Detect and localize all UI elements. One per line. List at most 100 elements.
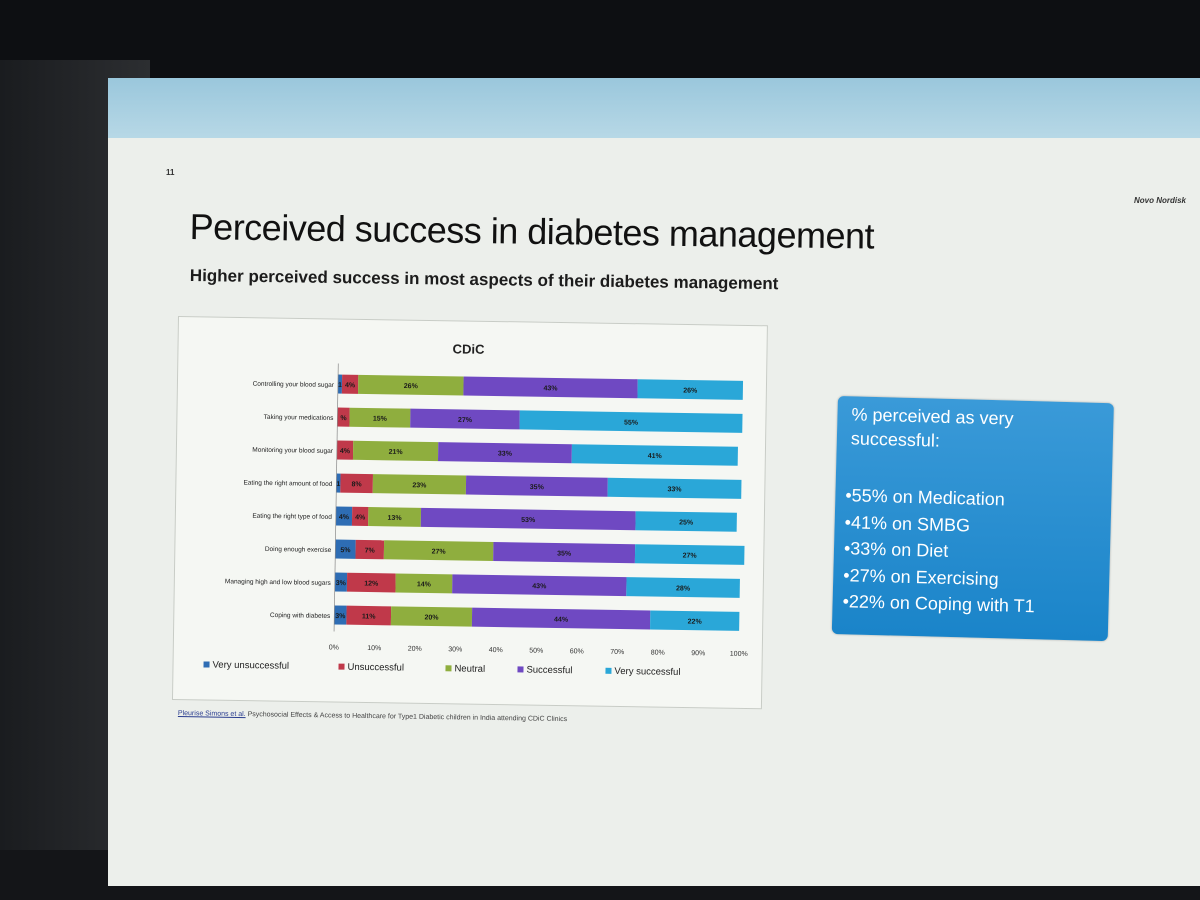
bar-segment (438, 442, 572, 464)
data-label: % (340, 415, 347, 422)
data-label: 26% (404, 383, 419, 390)
data-label: 3% (336, 580, 347, 587)
data-label: 11% (362, 613, 377, 620)
data-label: 23% (412, 482, 427, 489)
y-axis-line (333, 363, 339, 632)
data-label: 27% (458, 417, 473, 424)
x-tick-label: 40% (489, 647, 503, 654)
data-label: 12% (364, 580, 379, 587)
bar-segment (335, 539, 356, 559)
slide-header-band (108, 78, 1200, 138)
x-tick-label: 50% (529, 648, 543, 655)
bar-segment (349, 407, 411, 428)
source-author-link[interactable]: Pleurise Simons et al. (177, 710, 246, 719)
bar-segment (346, 605, 392, 626)
bar-segment (355, 539, 385, 560)
bar-segment (463, 376, 638, 399)
bar-segment (637, 379, 744, 400)
bar-segment (410, 408, 520, 430)
x-tick-label: 20% (408, 646, 422, 653)
data-label: 1 (338, 382, 342, 389)
brand-logo-text: Novo Nordisk (1133, 196, 1186, 205)
bar-segment (634, 544, 745, 565)
bar-segment (395, 573, 453, 594)
legend-swatch (445, 665, 452, 672)
data-label: 4% (339, 514, 350, 521)
bar-segment (650, 610, 740, 631)
bar-segment (471, 607, 651, 630)
x-tick-label: 90% (691, 650, 705, 657)
bar-segment (390, 606, 473, 627)
bar-segment (571, 444, 738, 466)
bar-segment (465, 475, 608, 497)
bar-segment (383, 540, 494, 561)
data-label: 4% (355, 514, 366, 521)
data-label: 7% (365, 547, 376, 554)
x-tick-label: 60% (570, 648, 584, 655)
data-label: 5% (340, 547, 351, 554)
callout-heading: % perceived as very successful: (850, 404, 1014, 451)
callout-list: •55% on Medication •41% on SMBG •33% on … (842, 482, 1037, 619)
bar-segment (635, 511, 737, 532)
bar-segment (420, 507, 636, 531)
bar-segment (336, 473, 341, 493)
bar-segment (351, 506, 369, 527)
bar-segment (340, 473, 373, 494)
chart-title: CDiC (453, 341, 486, 357)
data-label: 27% (432, 549, 447, 556)
bar-segment (358, 374, 464, 396)
bar-segment (493, 541, 636, 564)
bar-segment (368, 507, 422, 527)
data-label: 35% (530, 484, 545, 491)
bar-segment (337, 407, 350, 427)
category-label: Managing high and low blood sugars (225, 578, 332, 587)
x-tick-label: 0% (329, 644, 339, 651)
data-label: 8% (352, 481, 363, 488)
chart-container: CDiC Controlling your blood sugar 1 4% 26% 43… (171, 316, 768, 710)
data-label: 33% (498, 451, 513, 458)
data-label: 26% (683, 387, 698, 394)
legend-swatch (203, 661, 210, 668)
bar-segment (335, 506, 353, 526)
legend-label: Unsuccessful (347, 662, 404, 674)
bar-segment (334, 605, 347, 625)
slide-page-number: 11 (166, 168, 175, 177)
callout-item: •22% on Coping with T1 (842, 591, 1035, 617)
source-citation: Pleurise Simons et al. Psychosocial Effe… (178, 710, 567, 723)
legend-swatch (605, 667, 612, 674)
presentation-slide: 11 Novo Nordisk Perceived success in dia… (108, 78, 1200, 886)
legend-swatch (338, 663, 345, 670)
data-label: 35% (557, 550, 572, 557)
x-tick-label: 30% (448, 646, 462, 653)
data-label: 43% (532, 583, 547, 590)
data-label: 1 (336, 481, 340, 488)
legend-swatch (517, 666, 524, 673)
slide-subtitle: Higher perceived success in most aspects… (189, 266, 779, 294)
category-label: Coping with diabetes (270, 612, 331, 620)
bar-segment (352, 440, 439, 462)
summary-callout: % perceived as very successful: •55% on … (831, 396, 1114, 642)
legend-label: Neutral (454, 663, 485, 674)
data-label: 33% (667, 486, 682, 493)
data-label: 22% (688, 619, 703, 626)
data-label: 13% (388, 515, 403, 522)
data-label: 20% (424, 614, 439, 621)
bar-segment (607, 477, 742, 499)
data-label: 28% (676, 585, 691, 592)
bar-segment (372, 474, 467, 495)
data-label: 43% (543, 385, 558, 392)
bar-segment (346, 572, 396, 593)
legend-label: Very successful (614, 666, 680, 678)
data-label: 4% (340, 448, 351, 455)
data-label: 55% (624, 420, 639, 427)
bar-segment (519, 410, 743, 433)
bar-segment (337, 374, 343, 394)
category-label: Eating the right type of food (252, 513, 332, 521)
data-label: 25% (679, 519, 694, 526)
data-label: 3% (335, 613, 346, 620)
x-tick-label: 70% (610, 649, 624, 656)
bar-segment (341, 374, 359, 394)
bar-segment (452, 574, 627, 597)
legend-label: Very unsuccessful (212, 660, 289, 672)
data-label: 53% (521, 517, 536, 524)
